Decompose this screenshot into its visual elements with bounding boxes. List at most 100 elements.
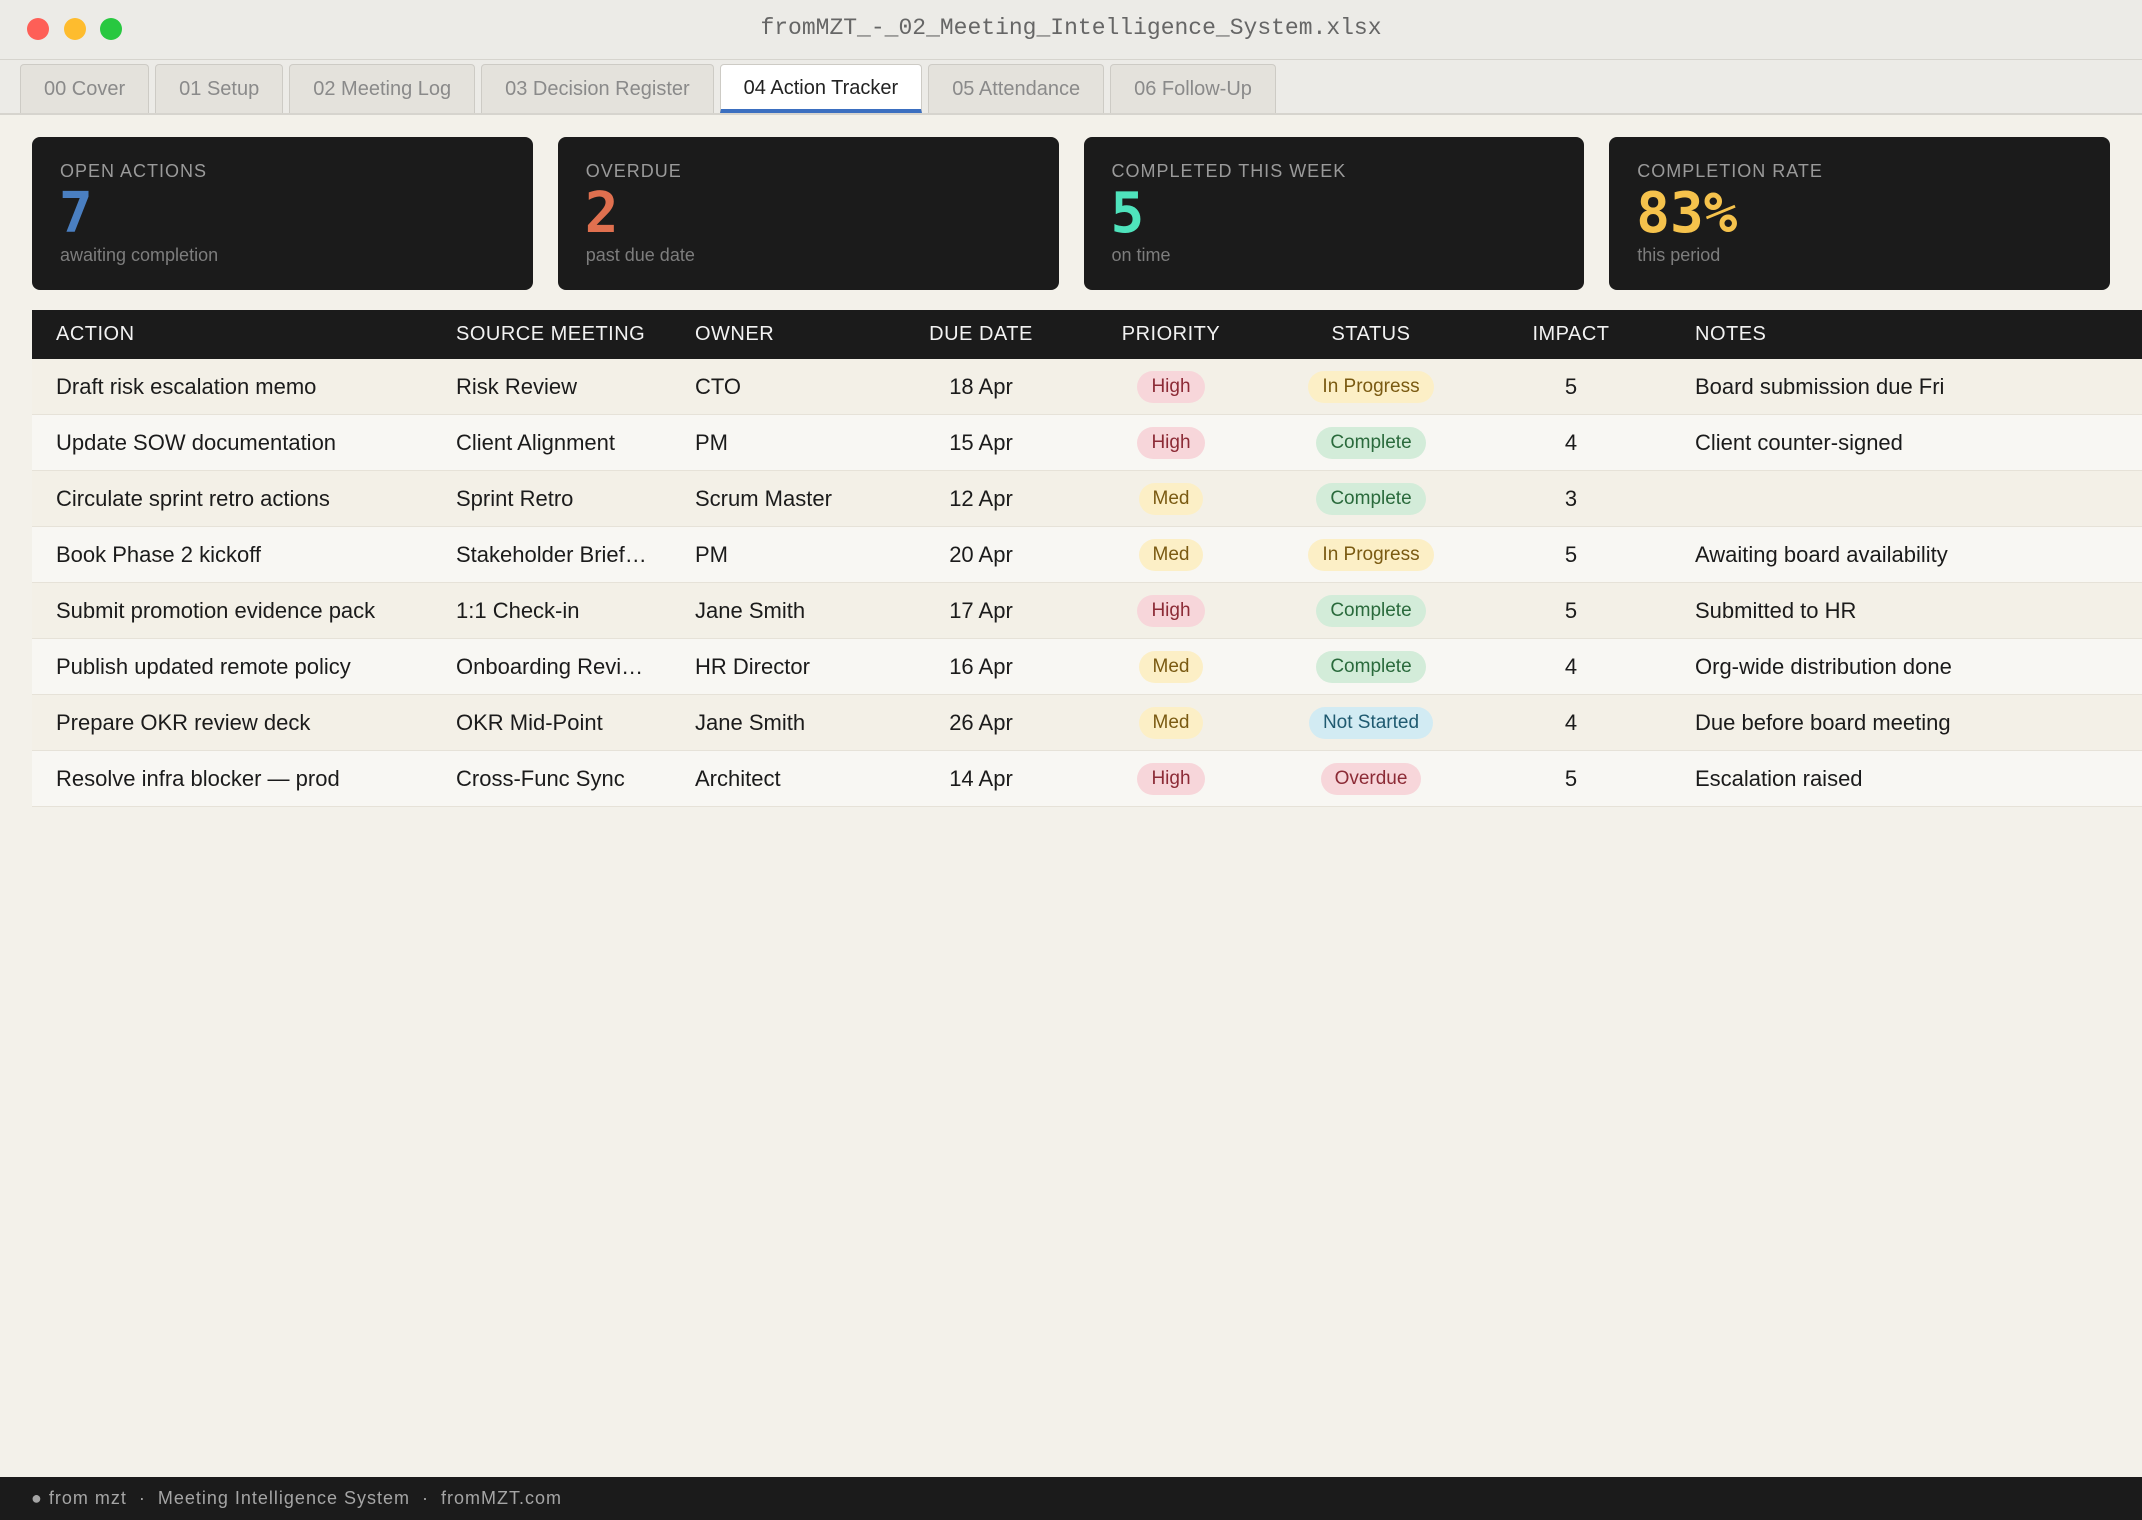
table-cell: Awaiting board availability — [1695, 541, 1948, 567]
table-cell: Submit promotion evidence pack — [56, 597, 376, 623]
table-cell: Prepare OKR review deck — [56, 709, 311, 735]
status-pill: Complete — [1316, 482, 1426, 515]
cell-wrap: Med — [1071, 527, 1271, 582]
table-cell: 3 — [1564, 485, 1578, 511]
table-row[interactable]: Prepare OKR review deck OKR Mid-Point Jane… — [32, 695, 2142, 751]
table-cell: Book Phase 2 kickoff — [56, 541, 262, 567]
table-cell: Update SOW documentation — [56, 429, 337, 455]
priority-pill: Med — [1138, 650, 1204, 683]
status-pill: Complete — [1316, 594, 1426, 627]
table-row[interactable]: Submit promotion evidence pack 1:1 Check-… — [32, 583, 2142, 639]
table-cell: 14 Apr — [949, 765, 1013, 791]
status-pill: In Progress — [1308, 538, 1434, 571]
cell-wrap: High — [1071, 751, 1271, 806]
sheet-tabs: 00 Cover 01 Setup 02 Meeting Log 03 Decisio… — [0, 60, 2142, 115]
status-pill: Complete — [1316, 650, 1426, 683]
kpi-sub: on time — [1111, 245, 1171, 265]
table-cell: Circulate sprint retro actions — [56, 485, 330, 511]
table-cell: Jane Smith — [695, 597, 806, 623]
table-cell: Architect — [695, 765, 781, 791]
kpi-value: 2 — [584, 181, 619, 246]
table-cell: Client counter-signed — [1695, 429, 1903, 455]
table-cell: Onboarding Revi… — [456, 653, 644, 679]
close-button[interactable] — [27, 18, 49, 40]
priority-pill: High — [1137, 594, 1205, 627]
sheet-tab[interactable]: 02 Meeting Log — [289, 64, 476, 113]
table-row[interactable]: Publish updated remote policy Onboarding … — [32, 639, 2142, 695]
table-cell: 16 Apr — [949, 653, 1013, 679]
window-title: fromMZT_-_02_Meeting_Intelligence_System… — [760, 15, 1382, 41]
minimize-button[interactable] — [64, 18, 86, 40]
cell-wrap: High — [1071, 583, 1271, 638]
table-cell: 5 — [1564, 541, 1578, 567]
kpi-sub: this period — [1637, 245, 1721, 265]
table-row[interactable]: Book Phase 2 kickoff Stakeholder Brief… PM… — [32, 527, 2142, 583]
kpi-label: OPEN ACTIONS — [60, 161, 208, 181]
table-row[interactable]: Resolve infra blocker — prod Cross-Func S… — [32, 751, 2142, 807]
table-cell: 18 Apr — [949, 373, 1013, 399]
priority-pill: High — [1137, 426, 1205, 459]
table-cell: Scrum Master — [695, 485, 832, 511]
kpi-label: OVERDUE — [585, 161, 682, 181]
table-cell: Draft risk escalation memo — [56, 373, 317, 399]
maximize-button[interactable] — [100, 18, 122, 40]
cell-wrap: In Progress — [1271, 527, 1471, 582]
sheet-tab[interactable]: 04 Action Tracker — [719, 64, 923, 113]
status-pill: Not Started — [1308, 706, 1434, 739]
table-row[interactable]: Update SOW documentation Client Alignment… — [32, 415, 2142, 471]
table-cell: Resolve infra blocker — prod — [56, 765, 340, 791]
table-cell: Due before board meeting — [1695, 709, 1951, 735]
cell-wrap: Med — [1071, 471, 1271, 526]
status-pill: Overdue — [1320, 762, 1422, 795]
sheet-tab[interactable]: 00 Cover — [20, 64, 150, 113]
sheet-tab[interactable]: 05 Attendance — [928, 64, 1105, 113]
column-header: IMPACT — [1532, 323, 1610, 345]
table-cell: 20 Apr — [949, 541, 1013, 567]
priority-pill: Med — [1138, 538, 1204, 571]
table-cell: HR Director — [695, 653, 810, 679]
priority-pill: Med — [1138, 482, 1204, 515]
status-pill: Complete — [1316, 426, 1426, 459]
cell-wrap: Med — [1071, 639, 1271, 694]
cell-wrap: Not Started — [1271, 695, 1471, 750]
column-header: STATUS — [1331, 323, 1411, 345]
footer: ● from mzt · Meeting Intelligence System… — [0, 1477, 2142, 1520]
cell-wrap: Med — [1071, 695, 1271, 750]
column-header: ACTION — [56, 323, 135, 345]
action-table: ACTION SOURCE MEETING OWNER DUE DATE PRIORIT… — [32, 310, 2142, 807]
table-cell: 4 — [1564, 709, 1578, 735]
table-cell: Org-wide distribution done — [1695, 653, 1952, 679]
kpi-cards: OPEN ACTIONS 7 awaiting completion OVERDUE 2… — [32, 137, 2110, 290]
priority-pill: High — [1137, 762, 1205, 795]
cell-wrap: In Progress — [1271, 359, 1471, 414]
table-cell: Sprint Retro — [456, 485, 574, 511]
kpi-card: COMPLETION RATE 83% this period — [1609, 137, 2110, 290]
table-cell: 4 — [1564, 653, 1578, 679]
table-cell: 5 — [1564, 373, 1578, 399]
table-cell: 17 Apr — [949, 597, 1013, 623]
sheet-tab[interactable]: 06 Follow-Up — [1110, 64, 1276, 113]
table-cell: Submitted to HR — [1695, 597, 1857, 623]
cell-wrap: High — [1071, 359, 1271, 414]
kpi-card: OPEN ACTIONS 7 awaiting completion — [32, 137, 533, 290]
table-cell: Escalation raised — [1695, 765, 1863, 791]
table-cell: Cross-Func Sync — [456, 765, 625, 791]
cell-wrap: Complete — [1271, 415, 1471, 470]
column-header: PRIORITY — [1121, 323, 1221, 345]
table-row[interactable]: Circulate sprint retro actions Sprint Ret… — [32, 471, 2142, 527]
kpi-card: OVERDUE 2 past due date — [557, 137, 1059, 290]
title-bar: fromMZT_-_02_Meeting_Intelligence_System… — [0, 0, 2142, 60]
table-cell: 4 — [1564, 429, 1578, 455]
sheet-tab[interactable]: 03 Decision Register — [481, 64, 714, 113]
table-cell: 26 Apr — [949, 709, 1013, 735]
kpi-sub: past due date — [585, 245, 695, 265]
sheet-tab[interactable]: 01 Setup — [155, 64, 284, 113]
kpi-label: COMPLETION RATE — [1637, 161, 1823, 181]
table-cell: Stakeholder Brief… — [456, 541, 647, 567]
table-cell: CTO — [695, 373, 742, 399]
table-row[interactable]: Draft risk escalation memo Risk Review CTO… — [32, 359, 2142, 415]
table-cell: PM — [695, 541, 728, 567]
column-header: DUE DATE — [929, 323, 1033, 345]
